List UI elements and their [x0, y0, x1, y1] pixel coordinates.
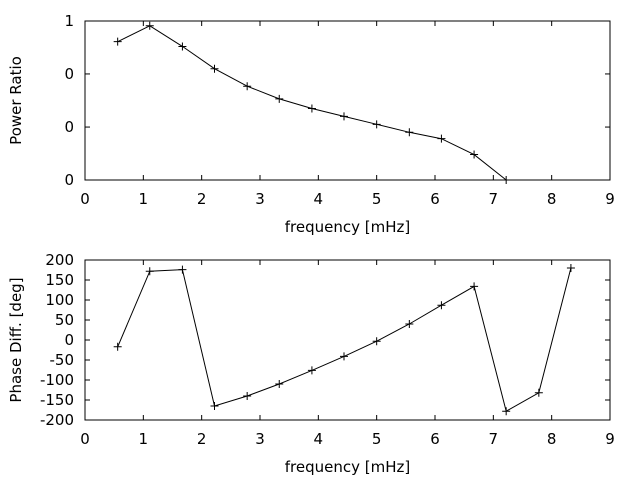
- phase-diff-x-tick-label: 0: [80, 430, 90, 448]
- phase-diff-x-tick-label: 3: [255, 430, 265, 448]
- phase-diff-data-point: [372, 337, 381, 346]
- phase-diff-plot: 0 1 2 3 4 5 6 7 8 9 -200 -150 -100 -50 0 50 100 150 200 fre…: [7, 251, 615, 476]
- phase-diff-y-tick-label: 0: [64, 331, 74, 349]
- phase-diff-x-tick-label: 8: [547, 430, 557, 448]
- phase-diff-series-line: [117, 267, 572, 412]
- phase-diff-data-point: [145, 267, 154, 276]
- power-ratio-y-tick-label: 0: [64, 118, 74, 136]
- phase-diff-x-tick-label: 6: [430, 430, 440, 448]
- power-ratio-x-tick-label: 7: [489, 190, 499, 208]
- power-ratio-data-point: [470, 150, 479, 159]
- phase-diff-data-point: [275, 380, 284, 388]
- phase-diff-x-tick-label: 5: [372, 430, 382, 448]
- phase-diff-x-tick-label: 4: [314, 430, 324, 448]
- phase-diff-data-point: [405, 320, 414, 328]
- power-ratio-x-tick-label: 6: [430, 190, 440, 208]
- phase-diff-data-point: [502, 407, 511, 416]
- power-ratio-x-tick-label: 2: [197, 190, 207, 208]
- power-ratio-data-point: [405, 128, 414, 137]
- power-ratio-series-line: [117, 25, 507, 181]
- phase-diff-frame: [84, 259, 611, 421]
- power-ratio-data-point: [243, 82, 252, 91]
- phase-diff-x-axis-label: frequency [mHz]: [285, 458, 410, 476]
- phase-diff-data-point: [437, 301, 446, 310]
- power-ratio-data-point: [437, 134, 446, 143]
- power-ratio-data-point: [210, 64, 219, 73]
- phase-diff-y-tick-label: 50: [55, 311, 74, 329]
- power-ratio-data-point: [340, 112, 348, 121]
- phase-diff-y-tick-label: 150: [45, 271, 74, 289]
- power-ratio-x-tick-label: 1: [139, 190, 149, 208]
- phase-diff-y-tick-label: 200: [45, 251, 74, 269]
- power-ratio-data-point: [372, 120, 381, 129]
- power-ratio-y-axis-label: Power Ratio: [7, 56, 25, 145]
- power-ratio-data-point: [307, 104, 316, 113]
- phase-diff-x-tick-label: 9: [605, 430, 615, 448]
- phase-diff-data-point: [178, 265, 187, 274]
- phase-diff-x-tick-label: 7: [489, 430, 499, 448]
- phase-diff-data-point: [470, 282, 479, 291]
- phase-diff-y-tick-label: -150: [40, 391, 74, 409]
- phase-diff-x-tick-label: 2: [197, 430, 207, 448]
- phase-diff-y-tick-label: -50: [50, 351, 75, 369]
- power-ratio-y-tick-label: 0: [64, 171, 74, 189]
- power-ratio-x-tick-label: 5: [372, 190, 382, 208]
- power-ratio-frame: [84, 20, 611, 181]
- phase-diff-data-point: [210, 402, 219, 410]
- phase-diff-data-point: [307, 366, 316, 375]
- power-ratio-y-tick-label: 1: [64, 12, 74, 30]
- phase-diff-data-point: [113, 342, 122, 351]
- power-ratio-x-tick-label: 4: [314, 190, 324, 208]
- power-ratio-x-tick-label: 0: [80, 190, 90, 208]
- power-ratio-x-tick-label: 9: [605, 190, 615, 208]
- phase-diff-y-tick-label: -200: [40, 411, 74, 429]
- power-ratio-data-point: [275, 94, 284, 103]
- power-ratio-data-point: [502, 176, 511, 184]
- power-ratio-data-point: [113, 37, 122, 46]
- phase-diff-data-point: [566, 264, 575, 272]
- power-ratio-x-tick-label: 8: [547, 190, 557, 208]
- phase-diff-y-tick-label: 100: [45, 291, 74, 309]
- power-ratio-x-axis-label: frequency [mHz]: [285, 218, 410, 236]
- phase-diff-data-point: [340, 352, 348, 361]
- phase-diff-data-point: [243, 392, 252, 400]
- power-ratio-x-tick-label: 3: [255, 190, 265, 208]
- power-ratio-y-tick-label: 0: [64, 65, 74, 83]
- phase-diff-data-point: [534, 388, 543, 397]
- power-ratio-data-point: [145, 21, 154, 30]
- phase-diff-y-tick-label: -100: [40, 371, 74, 389]
- phase-diff-y-axis-label: Phase Diff. [deg]: [7, 277, 25, 402]
- power-ratio-data-point: [178, 42, 187, 51]
- phase-diff-x-tick-label: 1: [139, 430, 149, 448]
